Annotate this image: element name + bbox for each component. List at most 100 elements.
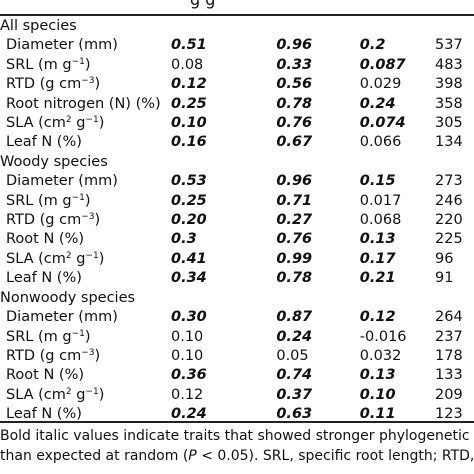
value-cell-c4: 178 xyxy=(435,347,463,364)
trait-label-part: ) xyxy=(98,386,105,403)
trait-label-part: ) xyxy=(84,328,91,345)
top-rule xyxy=(0,14,474,16)
value-cell-c4: 537 xyxy=(435,37,463,54)
trait-label-part: Leaf N (%) xyxy=(6,134,82,151)
value-cell-c1: 0.16 xyxy=(171,134,207,151)
trait-label: Diameter (mm) xyxy=(6,308,171,327)
value-cell-c2: 0.67 xyxy=(276,134,313,151)
trait-label: SRL (m g−1) xyxy=(6,56,171,75)
footnote-p: P xyxy=(188,448,197,464)
value-cell-c2: 0.24 xyxy=(276,328,313,345)
trait-label-part: ) xyxy=(98,250,105,267)
trait-label: Root nitrogen (N) (%) xyxy=(6,95,171,114)
value-cell-c4: 209 xyxy=(435,386,463,403)
trait-label: Leaf N (%) xyxy=(6,269,171,288)
table-row: SRL (m g−1) 0.08 0.33 0.087 483 xyxy=(6,56,474,75)
value-cell-c1: 0.30 xyxy=(171,309,207,326)
trait-label-part: SLA (cm xyxy=(6,386,66,403)
trait-label-part: ) xyxy=(84,192,91,209)
trait-label-part: −1 xyxy=(71,328,85,339)
trait-label-part: SRL (m g xyxy=(6,56,72,73)
trait-label-part: RTD (g cm xyxy=(6,76,82,93)
value-cell-c3: 0.17 xyxy=(359,250,396,267)
trait-label-part: SRL (m g xyxy=(6,192,72,209)
value-cell-c4: 91 xyxy=(435,270,454,287)
value-cell-c3: -0.016 xyxy=(359,328,407,345)
trait-label-part: g xyxy=(71,115,86,132)
trait-label-part: −1 xyxy=(71,192,85,203)
value-cell-c1: 0.10 xyxy=(171,328,204,345)
table-row: SLA (cm2 g−1) 0.12 0.37 0.10 209 xyxy=(6,386,474,405)
trait-label: Root N (%) xyxy=(6,230,171,249)
trait-label-part: −1 xyxy=(85,115,99,126)
value-cell-c3: 0.017 xyxy=(359,192,402,209)
trait-label: RTD (g cm−3) xyxy=(6,211,171,230)
trait-label: Diameter (mm) xyxy=(6,36,171,55)
footnote: Bold italic values indicate traits that … xyxy=(0,426,474,466)
value-cell-c3: 0.24 xyxy=(359,95,396,112)
value-cell-c1: 0.12 xyxy=(171,386,204,403)
trait-label: SLA (cm2 g−1) xyxy=(6,250,171,269)
trait-label: Leaf N (%) xyxy=(6,405,171,424)
trait-label-part: SLA (cm xyxy=(6,250,66,267)
table-row: SRL (m g−1) 0.10 0.24 -0.016 237 xyxy=(6,328,474,347)
table-row: SLA (cm2 g−1) 0.10 0.76 0.074 305 xyxy=(6,114,474,133)
value-cell-c2: 0.05 xyxy=(276,347,309,364)
value-cell-c4: 220 xyxy=(435,212,463,229)
value-cell-c1: 0.51 xyxy=(171,37,207,54)
value-cell-c3: 0.029 xyxy=(359,76,402,93)
value-cell-c4: 483 xyxy=(435,56,463,73)
trait-label-part: ) xyxy=(94,347,101,364)
trait-label-part: −3 xyxy=(81,212,95,223)
trait-label-part: SLA (cm xyxy=(6,115,66,132)
footnote-line-1: Bold italic values indicate traits that … xyxy=(0,428,474,444)
value-cell-c4: 134 xyxy=(435,134,463,151)
value-cell-c2: 0.56 xyxy=(276,76,313,93)
trait-label-part: g xyxy=(71,386,86,403)
value-cell-c2: 0.78 xyxy=(276,95,313,112)
trait-label: RTD (g cm−3) xyxy=(6,75,171,94)
value-cell-c2: 0.78 xyxy=(276,270,313,287)
value-cell-c4: 246 xyxy=(435,192,463,209)
trait-label-part: −3 xyxy=(81,347,95,358)
group-name: Nonwoody species xyxy=(0,289,136,306)
value-cell-c4: 358 xyxy=(435,95,463,112)
trait-label-part: Diameter (mm) xyxy=(6,173,118,190)
value-cell-c3: 0.13 xyxy=(359,367,396,384)
group-header-row: Nonwoody species xyxy=(0,289,474,308)
data-table: All species Diameter (mm) 0.51 0.96 0.2 537 SR… xyxy=(0,17,474,425)
value-cell-c1: 0.10 xyxy=(171,115,207,132)
table-row: Leaf N (%) 0.16 0.67 0.066 134 xyxy=(6,133,474,152)
trait-label: SRL (m g−1) xyxy=(6,192,171,211)
table-row: RTD (g cm−3) 0.20 0.27 0.068 220 xyxy=(6,211,474,230)
trait-label-part: g xyxy=(71,250,86,267)
cut-header-text: g g xyxy=(190,0,215,9)
value-cell-c3: 0.11 xyxy=(359,406,396,423)
trait-label-part: 2 xyxy=(65,115,72,126)
value-cell-c2: 0.63 xyxy=(276,406,313,423)
table-row: Diameter (mm) 0.53 0.96 0.15 273 xyxy=(6,172,474,191)
value-cell-c1: 0.3 xyxy=(171,231,197,248)
trait-label: SRL (m g−1) xyxy=(6,328,171,347)
value-cell-c1: 0.34 xyxy=(171,270,207,287)
trait-label-part: ) xyxy=(94,76,101,93)
table-row: RTD (g cm−3) 0.12 0.56 0.029 398 xyxy=(6,75,474,94)
table-row: Root nitrogen (N) (%) 0.25 0.78 0.24 358 xyxy=(6,95,474,114)
table-row: Root N (%) 0.36 0.74 0.13 133 xyxy=(6,366,474,385)
group-header-row: Woody species xyxy=(0,153,474,172)
value-cell-c4: 398 xyxy=(435,76,463,93)
value-cell-c4: 273 xyxy=(435,173,463,190)
group-name: Woody species xyxy=(0,153,108,170)
trait-label-part: −1 xyxy=(71,56,85,67)
value-cell-c2: 0.27 xyxy=(276,212,313,229)
trait-label-part: RTD (g cm xyxy=(6,212,82,229)
value-cell-c2: 0.76 xyxy=(276,115,313,132)
value-cell-c1: 0.25 xyxy=(171,95,207,112)
value-cell-c3: 0.032 xyxy=(359,347,402,364)
value-cell-c4: 225 xyxy=(435,231,463,248)
value-cell-c4: 133 xyxy=(435,367,463,384)
value-cell-c3: 0.15 xyxy=(359,173,396,190)
trait-label-part: ) xyxy=(84,56,91,73)
value-cell-c2: 0.87 xyxy=(276,309,313,326)
